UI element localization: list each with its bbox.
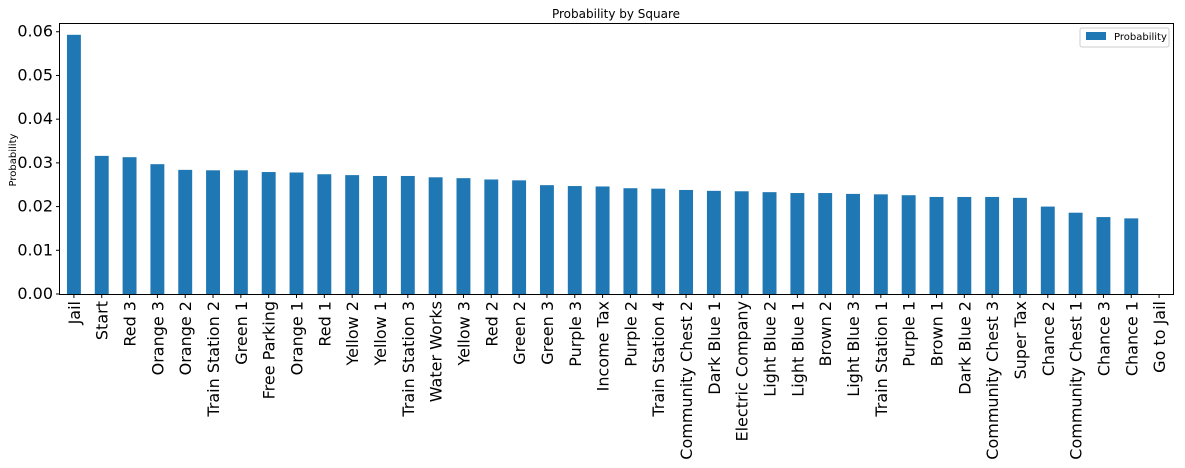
legend: Probability [1079,27,1170,48]
x-tick-label: Train Station 4 [649,301,668,418]
bar [651,188,666,294]
y-axis-label: Probability [8,133,19,186]
bar [512,180,527,294]
chart-title: Probability by Square [552,7,680,21]
y-tick-label: 0.05 [17,65,53,84]
y-tick-label: 0.04 [17,109,53,128]
x-tick-label: Green 2 [510,301,529,365]
bar [1096,217,1111,294]
bar [790,193,805,294]
bar [233,170,248,294]
bar [929,196,944,294]
bar [428,177,443,294]
x-tick-label: Orange 1 [288,301,307,375]
x-tick-label: Yellow 3 [454,301,473,367]
bar [901,195,916,294]
y-tick-label: 0.03 [17,153,53,172]
bar [400,175,415,294]
x-tick-label: Dark Blue 1 [705,301,724,395]
bar [122,157,137,294]
bar [595,186,610,294]
x-tick-label: Red 2 [482,301,501,347]
x-tick-label: Purple 2 [621,301,640,367]
x-tick-label: Light Blue 3 [844,301,863,397]
x-tick-label: Train Station 1 [872,301,891,418]
bar [289,172,304,294]
bar [456,178,471,294]
x-tick-label: Light Blue 2 [761,301,780,397]
bar [957,196,972,294]
x-axis-ticks: Jail Start Red 3 Orange 3 Orange 2 Train Stat… [65,294,1169,460]
bar [623,188,638,294]
x-tick-label: Chance 1 [1122,301,1141,376]
bar [846,193,860,294]
bar [317,174,332,294]
bar [94,155,109,294]
bar [762,192,777,294]
x-tick-label: Yellow 1 [371,301,390,367]
x-tick-label: Start [93,301,112,340]
x-tick-label: Yellow 2 [343,301,362,367]
x-tick-label: Income Tax [594,301,613,391]
x-tick-label: Green 3 [538,301,557,365]
x-tick-label: Dark Blue 2 [955,301,974,395]
x-tick-label: Orange 3 [148,301,167,375]
bar [66,34,81,295]
x-tick-label: Train Station 3 [399,301,418,418]
x-tick-label: Purple 1 [900,301,919,367]
bar [985,196,1000,294]
bar [178,169,193,294]
x-tick-label: Jail [65,301,84,325]
x-tick-label: Red 1 [315,301,334,347]
bar [679,189,694,294]
x-tick-label: Orange 2 [176,301,195,375]
bar [150,164,165,294]
x-tick-label: Super Tax [1011,301,1030,379]
legend-label: Probability [1114,32,1167,43]
bar [818,193,833,294]
x-tick-label: Brown 1 [927,301,946,366]
x-tick-label: Purple 3 [566,301,585,367]
x-tick-label: Community Chest 2 [677,301,696,460]
x-tick-label: Brown 2 [816,301,835,366]
y-tick-label: 0.06 [17,22,53,41]
bar [1040,206,1055,294]
y-tick-label: 0.00 [17,284,53,303]
y-tick-label: 0.01 [17,240,53,259]
x-tick-label: Go to Jail [1150,301,1169,373]
x-tick-label: Chance 3 [1094,301,1113,376]
x-tick-label: Red 3 [121,301,140,347]
x-tick-label: Chance 2 [1039,301,1058,376]
bar [261,172,276,294]
bar [484,179,499,294]
y-tick-label: 0.02 [17,197,53,216]
x-tick-label: Train Station 2 [204,301,223,418]
bar [539,185,554,294]
x-tick-label: Green 1 [232,301,251,365]
bar [734,191,749,294]
x-tick-label: Community Chest 1 [1067,301,1086,460]
bar [1124,218,1139,294]
bar [345,175,360,294]
plot-frame [59,23,1174,295]
y-axis-ticks: 0.00 0.01 0.02 0.03 0.04 0.05 0.06 [17,22,60,303]
bar [206,170,220,294]
x-tick-label: Community Chest 3 [983,301,1002,460]
x-tick-label: Light Blue 1 [788,301,807,397]
bar [873,194,888,294]
bar [373,175,387,294]
bar [567,186,582,294]
bar [706,190,721,294]
legend-swatch [1086,32,1106,40]
bar [1013,197,1027,294]
x-tick-label: Electric Company [733,301,752,442]
x-tick-label: Free Parking [260,301,279,399]
bar [1068,212,1083,294]
x-tick-label: Water Works [427,301,446,402]
bars-group [66,34,1139,295]
